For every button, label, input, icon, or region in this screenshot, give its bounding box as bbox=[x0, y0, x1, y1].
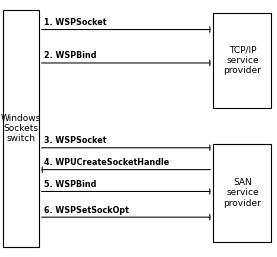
Text: Windows
Sockets
switch: Windows Sockets switch bbox=[1, 114, 41, 143]
Text: 4. WPUCreateSocketHandle: 4. WPUCreateSocketHandle bbox=[44, 158, 170, 167]
Text: TCP/IP
service
provider: TCP/IP service provider bbox=[224, 45, 261, 75]
Text: SAN
service
provider: SAN service provider bbox=[224, 178, 261, 208]
Text: 5. WSPBind: 5. WSPBind bbox=[44, 180, 97, 189]
Bar bbox=[213, 144, 271, 242]
Text: 2. WSPBind: 2. WSPBind bbox=[44, 51, 97, 60]
Bar bbox=[213, 13, 271, 108]
Text: 1. WSPSocket: 1. WSPSocket bbox=[44, 18, 107, 27]
Text: 3. WSPSocket: 3. WSPSocket bbox=[44, 136, 107, 145]
Text: 6. WSPSetSockOpt: 6. WSPSetSockOpt bbox=[44, 206, 129, 215]
Bar bbox=[3, 10, 39, 247]
